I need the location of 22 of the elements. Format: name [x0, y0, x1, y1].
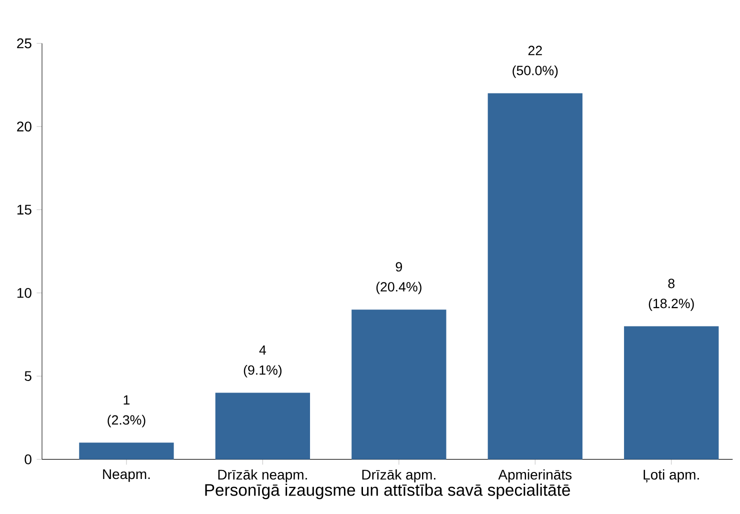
- x-axis-title: Personīgā izaugsme un attīstība savā specialitātē: [205, 484, 570, 500]
- bar: [352, 310, 446, 460]
- y-tick-label: 5: [24, 371, 32, 382]
- x-tick-label: Apmierināts: [498, 469, 572, 482]
- bar: [215, 392, 310, 460]
- bar: [79, 442, 174, 460]
- y-tick-label: 10: [17, 288, 32, 298]
- x-tick-label: Neapm.: [103, 469, 150, 482]
- bar: [624, 326, 719, 460]
- data-label: 8 (18.2%): [648, 278, 694, 311]
- y-tick-label: 15: [17, 204, 32, 215]
- data-label: 9 (20.4%): [376, 262, 422, 294]
- x-tick-label: Drīzāk neapm.: [218, 469, 307, 482]
- y-tick-label: 20: [17, 122, 32, 132]
- data-label: 1 (2.3%): [108, 395, 146, 428]
- y-tick-label: 25: [17, 38, 32, 48]
- x-tick-label: Ļoti apm.: [644, 469, 699, 482]
- x-tick-label: Drīzāk apm.: [362, 469, 436, 482]
- bar: [488, 93, 582, 460]
- y-tick-label: 0: [24, 454, 32, 464]
- data-label: 4 (9.1%): [244, 345, 282, 378]
- data-label: 22 (50.0%): [512, 46, 558, 78]
